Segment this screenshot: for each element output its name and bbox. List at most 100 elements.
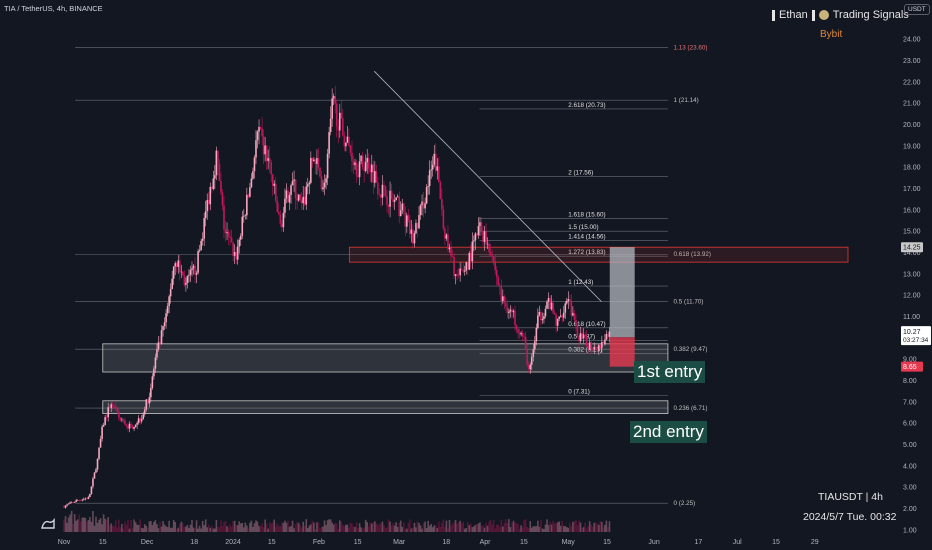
- fib-label: 1 (21.14): [673, 97, 698, 104]
- x-tick-label: 15: [603, 539, 611, 546]
- candle-body: [428, 170, 431, 187]
- price-tag-label: 14.25: [903, 245, 921, 252]
- tradingview-logo-icon[interactable]: [40, 518, 56, 530]
- candle-body: [530, 356, 533, 365]
- volume-bar: [582, 527, 585, 532]
- candle-body: [425, 187, 428, 204]
- volume-bar: [258, 526, 260, 532]
- candle-body: [410, 229, 413, 234]
- candle-body: [172, 266, 175, 279]
- candle-body: [572, 313, 574, 316]
- candle-body: [585, 336, 588, 347]
- channel-name: Trading Signals: [832, 9, 909, 21]
- volume-bar: [293, 528, 295, 532]
- volume-bar: [500, 519, 503, 532]
- candle-body: [148, 397, 151, 404]
- candle-body: [195, 272, 198, 275]
- candle-body: [582, 334, 585, 338]
- volume-bar: [249, 522, 251, 532]
- volume-bar: [395, 522, 397, 532]
- candle-body: [343, 135, 346, 147]
- author-name: Ethan: [779, 9, 808, 21]
- volume-bar: [470, 523, 472, 532]
- volume-bar: [329, 519, 332, 532]
- volume-bar: [541, 528, 544, 532]
- volume-bar: [477, 523, 480, 532]
- candle-body: [78, 500, 81, 501]
- candle-body: [566, 301, 568, 304]
- x-tick-label: 29: [811, 539, 819, 546]
- volume-bar: [137, 524, 140, 532]
- volume-bar: [259, 525, 262, 532]
- volume-bar: [508, 519, 510, 532]
- candle-body: [142, 414, 145, 420]
- volume-bar: [90, 521, 93, 532]
- candle-body: [255, 140, 257, 158]
- candle-body: [334, 96, 337, 104]
- candle-body: [156, 349, 158, 358]
- candle-body: [601, 341, 603, 348]
- volume-bar: [92, 511, 94, 532]
- volume-bar: [83, 517, 85, 532]
- candle-body: [137, 418, 140, 423]
- candle-body: [150, 387, 152, 398]
- y-tick-label: 7.00: [903, 399, 917, 406]
- volume-bar: [284, 520, 286, 532]
- volume-bar: [332, 524, 335, 532]
- volume-bar: [191, 519, 193, 532]
- volume-bar: [374, 521, 376, 532]
- candle-body: [383, 184, 385, 186]
- candle-body: [358, 161, 361, 178]
- candle-body: [561, 315, 564, 318]
- volume-bar: [317, 522, 320, 532]
- candle-body: [465, 262, 468, 271]
- candle-body: [448, 247, 451, 250]
- candle-body: [276, 200, 279, 212]
- volume-bar: [392, 523, 394, 532]
- candle-body: [175, 263, 178, 267]
- y-tick-label: 20.00: [903, 122, 921, 129]
- candle-body: [509, 309, 512, 312]
- candle-body: [470, 253, 472, 262]
- volume-bar: [380, 523, 382, 532]
- candle-body: [157, 342, 160, 350]
- volume-bar: [412, 527, 414, 532]
- candle-body: [273, 183, 276, 186]
- volume-bar: [361, 528, 364, 532]
- y-tick-label: 8.00: [903, 378, 917, 385]
- volume-bar: [188, 527, 190, 532]
- candle-body: [497, 276, 500, 286]
- symbol-header[interactable]: TIA / TetherUS, 4h, BINANCE: [4, 4, 103, 13]
- volume-bar: [575, 520, 577, 532]
- candle-body: [282, 212, 285, 228]
- y-tick-label: 4.00: [903, 463, 917, 470]
- candle-body: [558, 316, 560, 319]
- fib-label: 2 (17.56): [568, 170, 593, 177]
- volume-bar: [305, 519, 308, 532]
- y-tick-label: 24.00: [903, 37, 921, 44]
- volume-bar: [70, 510, 73, 532]
- candle-body: [87, 497, 90, 500]
- candle-body: [361, 155, 364, 168]
- currency-label[interactable]: USDT: [904, 4, 930, 15]
- candle-body: [348, 136, 350, 146]
- volume-bar: [165, 526, 167, 532]
- loss-box: [609, 337, 635, 367]
- candle-body: [154, 357, 157, 369]
- fib-label: 0.236 (6.71): [673, 405, 707, 412]
- candle-body: [291, 181, 294, 186]
- volume-bar: [535, 526, 538, 532]
- candle-body: [186, 275, 189, 283]
- candle-body: [252, 171, 254, 179]
- volume-bar: [381, 521, 384, 532]
- volume-bar: [363, 527, 365, 532]
- volume-bar: [212, 528, 215, 532]
- volume-bar: [81, 517, 84, 532]
- candle-body: [450, 247, 452, 257]
- volume-bar: [151, 524, 154, 532]
- volume-bar: [355, 522, 358, 532]
- volume-bar: [95, 516, 97, 532]
- candle-body: [424, 203, 426, 209]
- candle-body: [526, 349, 528, 365]
